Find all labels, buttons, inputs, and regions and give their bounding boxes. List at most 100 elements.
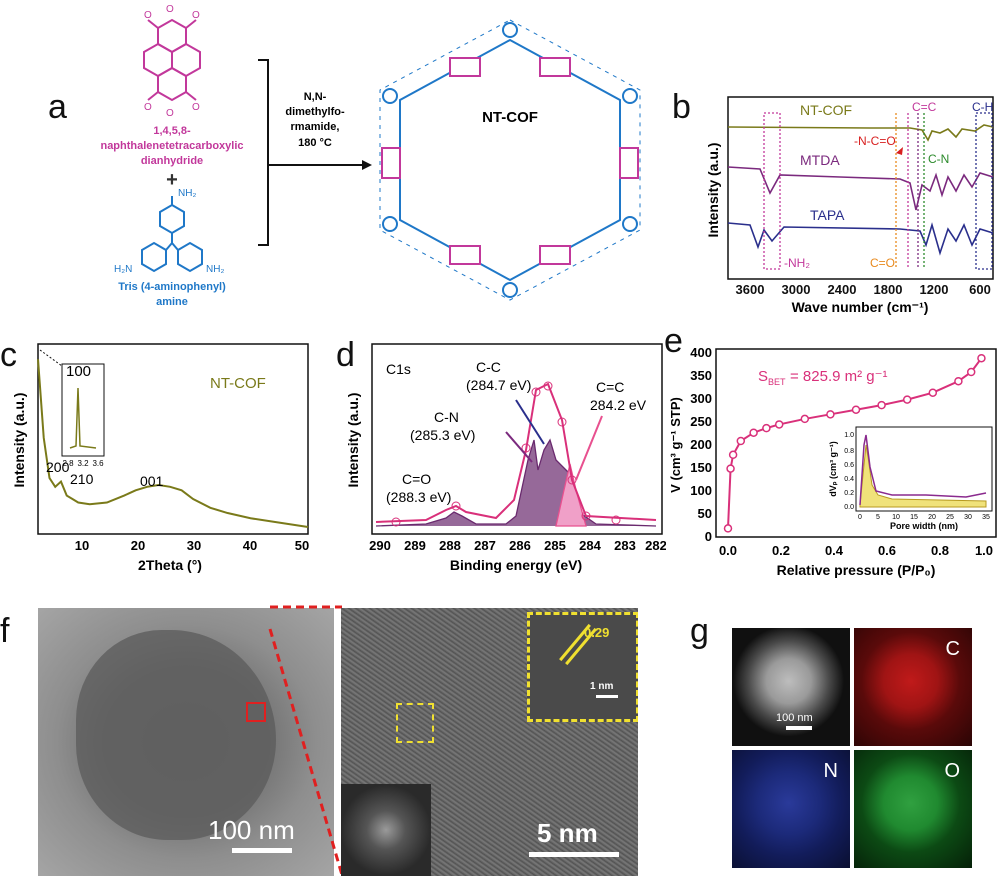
svg-text:0.0: 0.0 (844, 504, 854, 511)
d-xlabel: Binding energy (eV) (450, 557, 582, 573)
b-xtick-1: 3000 (782, 282, 811, 297)
panel-label-f: f (0, 612, 10, 650)
isotherm-point (966, 367, 976, 377)
svg-text:400: 400 (690, 345, 712, 360)
condition-line3: rmamide, (291, 121, 340, 133)
peak-label-cn: C-N (434, 409, 459, 425)
d-ylabel: Intensity (a.u.) (345, 393, 361, 488)
hrtem-region-box (396, 703, 434, 743)
svg-text:10: 10 (75, 538, 89, 553)
peak-210: 210 (70, 471, 94, 487)
peak-label-cc: C-C (476, 359, 501, 375)
panel-label-a: a (48, 88, 67, 126)
isotherm-point (774, 420, 784, 429)
reagent1-line2: naphthalenetetracarboxylic (100, 140, 243, 152)
map-o: O (854, 750, 972, 868)
svg-text:285: 285 (544, 538, 566, 553)
svg-text:50: 50 (295, 538, 309, 553)
map-n: N (732, 750, 850, 868)
panel-label-d: d (336, 336, 355, 374)
svg-text:15: 15 (910, 514, 918, 521)
fft-inset (341, 784, 431, 876)
peak-label-c=c: C=C (596, 379, 624, 395)
svg-text:40: 40 (243, 538, 257, 553)
svg-text:288: 288 (439, 538, 461, 553)
b-ylabel: Intensity (a.u.) (705, 143, 721, 238)
lattice-spacing: 0.29 (584, 625, 610, 640)
zoom-region-box (246, 702, 266, 722)
svg-text:300: 300 (690, 391, 712, 406)
isotherm-point (726, 464, 735, 473)
svg-text:25: 25 (946, 514, 954, 521)
g-scale-label: 100 nm (776, 712, 813, 724)
zoom-lines (268, 605, 344, 876)
reagent1-line3: dianhydride (141, 155, 203, 167)
b-xtick-0: 3600 (736, 282, 765, 297)
svg-text:289: 289 (404, 538, 426, 553)
nh2-right: NH₂ (206, 264, 224, 275)
panel-label-e: e (664, 322, 683, 360)
reagent2-line1: Tris (4-aminophenyl) (118, 281, 226, 293)
scale-label-2: 5 nm (537, 818, 598, 848)
peak-energy-c=c: 284.2 eV (590, 397, 647, 413)
svg-text:3.2: 3.2 (77, 459, 89, 468)
svg-text:287: 287 (474, 538, 496, 553)
svg-text:250: 250 (690, 414, 712, 429)
peak-001: 001 (140, 473, 164, 489)
plus-sign: + (166, 169, 178, 191)
reagent2-line2: amine (156, 296, 188, 308)
panel-label-b: b (672, 88, 691, 126)
svg-text:O: O (166, 108, 174, 119)
svg-text:= 825.9 m² g⁻¹: = 825.9 m² g⁻¹ (790, 368, 888, 385)
svg-text:350: 350 (690, 368, 712, 383)
svg-text:2.8: 2.8 (62, 459, 74, 468)
svg-text:1.0: 1.0 (844, 432, 854, 439)
isotherm-point (902, 395, 912, 404)
scale-label-1: 100 nm (208, 815, 295, 845)
ftir-chart: NT-COF MTDA TAPA C=C C-H -N-C=O C-N -NH₂… (705, 96, 994, 315)
amine-units (382, 22, 638, 298)
annot-co: C=O (870, 256, 895, 270)
condition-line4: 180 °C (298, 137, 332, 149)
svg-text:0: 0 (858, 514, 862, 521)
isotherm-point (749, 428, 758, 437)
tem-image: 100 nm (38, 608, 334, 876)
svg-text:0.6: 0.6 (878, 543, 896, 558)
tapa-molecule (141, 196, 203, 273)
series-label-tapa: TAPA (810, 207, 845, 223)
annot-cc: C=C (912, 100, 937, 114)
series-label-ntcof: NT-COF (800, 102, 852, 118)
svg-text:100: 100 (690, 483, 712, 498)
svg-text:284: 284 (579, 538, 601, 553)
svg-text:30: 30 (187, 538, 201, 553)
c-series-label: NT-COF (210, 375, 266, 392)
b-xtick-4: 1200 (920, 282, 949, 297)
annot-cn: C-N (928, 152, 949, 166)
svg-text:0: 0 (705, 529, 712, 544)
annot-ncoo: -N-C=O (854, 134, 896, 148)
svg-text:0.8: 0.8 (931, 543, 949, 558)
scale-bar-2 (529, 852, 619, 857)
c-ylabel: Intensity (a.u.) (11, 393, 27, 488)
hrtem-inset: 0.29 1 nm (527, 612, 638, 722)
scale-bar-1 (232, 848, 292, 853)
reaction-scheme: O O O O O O 1,4,5,8- naphthalenetetracarboxy… (100, 4, 641, 308)
svg-text:1.0: 1.0 (975, 543, 993, 558)
condition-line1: N,N- (304, 91, 327, 103)
svg-text:3.6: 3.6 (92, 459, 104, 468)
svg-text:5: 5 (876, 514, 880, 521)
b-xlabel: Wave number (cm⁻¹) (792, 299, 929, 315)
svg-text:0.2: 0.2 (772, 543, 790, 558)
isotherm-point (800, 414, 810, 424)
peak-energy-co: (288.3 eV) (386, 489, 451, 505)
svg-text:10: 10 (892, 514, 900, 521)
bet-label: S (758, 368, 768, 385)
peak-energy-cc: (284.7 eV) (466, 377, 531, 393)
svg-text:0.4: 0.4 (844, 476, 854, 483)
b-xtick-3: 1800 (874, 282, 903, 297)
isotherm-point (928, 388, 938, 397)
isotherm-point (736, 436, 746, 446)
svg-text:0.0: 0.0 (719, 543, 737, 558)
peak-energy-cn: (285.3 eV) (410, 427, 475, 443)
inset-peak-100: 100 (66, 363, 91, 380)
